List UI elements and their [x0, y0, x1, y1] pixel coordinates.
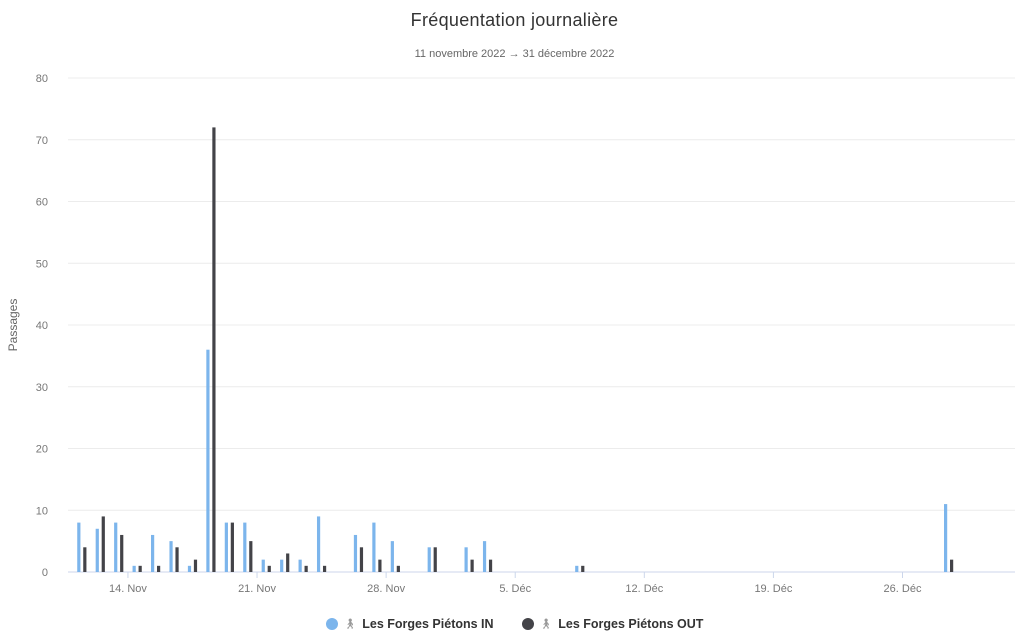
bar-in: [280, 559, 284, 572]
bars: [77, 127, 954, 573]
bar-in: [372, 522, 376, 572]
bar-in: [390, 541, 394, 572]
bar-in: [150, 534, 155, 572]
bar-out: [175, 547, 179, 572]
bar-in: [464, 547, 468, 572]
bar-out: [470, 559, 474, 572]
bar-out: [378, 559, 382, 572]
bar-out: [396, 565, 400, 572]
bar-in: [187, 565, 192, 572]
bar-in: [114, 522, 118, 572]
y-tick-label: 0: [42, 567, 48, 579]
bar-out: [359, 547, 364, 572]
x-tick-label: 21. Nov: [238, 583, 276, 595]
bar-out: [156, 565, 161, 572]
bar-out: [249, 541, 253, 572]
y-tick-label: 80: [36, 73, 48, 85]
x-tick-label: 26. Déc: [884, 583, 922, 595]
y-axis-ticks: 0 10 20 30 40 50 60 70 80: [36, 73, 48, 579]
y-tick-label: 60: [36, 197, 48, 209]
bar-in: [77, 522, 81, 572]
chart-title: Fréquentation journalière: [410, 10, 619, 30]
bar-in: [206, 349, 210, 572]
bar-in: [95, 528, 99, 572]
x-tick-label: 5. Déc: [499, 583, 531, 595]
bar-out: [83, 547, 87, 572]
legend-marker-out: [521, 618, 534, 630]
x-tick-label: 14. Nov: [109, 583, 147, 595]
pedestrian-icon: 🚶︎: [539, 618, 553, 630]
legend-label-in: Les Forges Piétons IN: [362, 617, 494, 631]
bar-in: [261, 559, 265, 572]
bar-out: [212, 127, 216, 573]
legend: 🚶︎ Les Forges Piétons IN 🚶︎ Les Forges P…: [0, 616, 1029, 632]
pedestrian-icon: 🚶︎: [343, 618, 357, 630]
x-axis-ticks: 14. Nov 21. Nov 28. Nov 5. Déc 12. Déc 19. Dé…: [109, 572, 922, 595]
legend-item-out[interactable]: 🚶︎ Les Forges Piétons OUT: [521, 616, 704, 632]
bar-out: [322, 565, 327, 572]
bar-out: [120, 534, 124, 572]
x-tick-label: 28. Nov: [367, 583, 405, 595]
y-axis-label: Passages: [6, 299, 20, 352]
bar-in: [243, 522, 247, 572]
bar-in: [316, 516, 321, 572]
bar-in: [169, 541, 173, 572]
bar-out: [286, 553, 290, 572]
x-tick-label: 19. Déc: [754, 583, 792, 595]
y-tick-label: 70: [36, 135, 48, 147]
bar-out: [304, 565, 308, 572]
bar-in: [482, 541, 487, 572]
bar-in: [575, 565, 579, 572]
bar-in: [224, 522, 228, 572]
bar-in: [298, 559, 302, 572]
chart-subtitle: 11 novembre 2022 → 31 décembre 2022: [414, 48, 615, 60]
bar-out: [138, 565, 142, 572]
y-tick-label: 20: [36, 444, 48, 456]
bar-in: [944, 504, 948, 572]
x-tick-label: 12. Déc: [625, 583, 663, 595]
bar-out: [267, 565, 271, 572]
legend-label-out: Les Forges Piétons OUT: [558, 617, 704, 631]
y-tick-label: 30: [36, 382, 48, 394]
y-tick-label: 10: [36, 505, 48, 517]
bar-out: [950, 559, 954, 572]
chart-plot-area: 0 10 20 30 40 50 60 70 80 14. Nov 21. Nov 28. Nov 5…: [6, 73, 1015, 595]
bar-out: [101, 516, 105, 572]
bar-out: [433, 547, 437, 572]
bar-out: [581, 565, 585, 572]
gridlines: [68, 77, 1015, 573]
legend-marker-in: [325, 618, 338, 630]
bar-in: [353, 534, 358, 572]
bar-out: [193, 559, 198, 572]
bar-in: [132, 565, 136, 572]
bar-in: [427, 547, 431, 572]
bar-out: [230, 522, 234, 572]
legend-item-in[interactable]: 🚶︎ Les Forges Piétons IN: [325, 616, 494, 632]
y-tick-label: 50: [36, 258, 48, 270]
y-tick-label: 40: [36, 320, 48, 332]
bar-out: [488, 559, 493, 572]
